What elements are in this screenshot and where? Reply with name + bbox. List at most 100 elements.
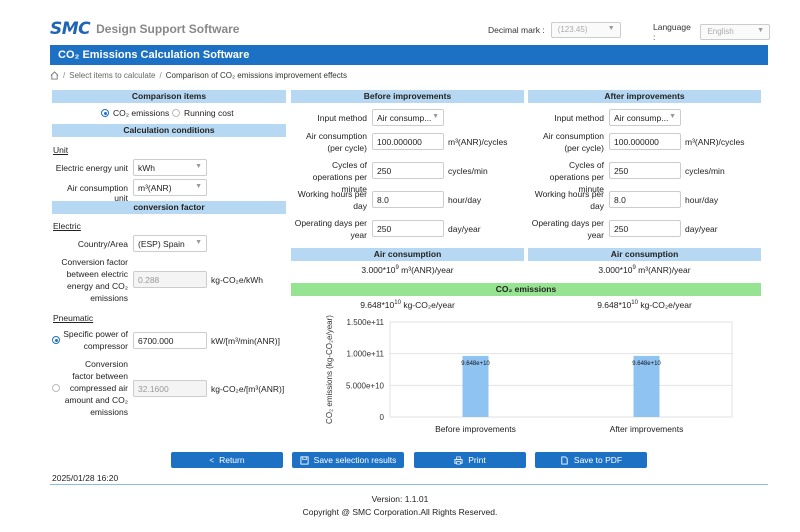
print-button-label: Print bbox=[468, 455, 486, 465]
air-consumption-unit-value: m³(ANR) bbox=[138, 183, 172, 193]
before-input-method-label: Input method bbox=[317, 113, 367, 123]
unit-title: Unit bbox=[53, 145, 69, 155]
co2-emissions-head: CO₂ emissions bbox=[291, 283, 761, 296]
after-cycles-unit: cycles/min bbox=[685, 166, 725, 176]
after-input-method-value: Air consump... bbox=[614, 113, 669, 123]
before-air-consumption-unit: m³(ANR)/cycles bbox=[448, 137, 508, 147]
chevron-down-icon: ▼ bbox=[607, 25, 615, 32]
after-air-consumption-input[interactable]: 100.000000 bbox=[609, 133, 681, 150]
conversion-electric-unit: kg-CO₂e/kWh bbox=[211, 275, 263, 285]
home-icon[interactable] bbox=[50, 71, 59, 80]
footer-divider bbox=[50, 484, 768, 485]
print-button[interactable]: Print bbox=[414, 452, 526, 468]
specific-power-radio[interactable] bbox=[52, 336, 60, 344]
decimal-mark-select[interactable]: (123.45) ▼ bbox=[550, 22, 621, 38]
chevron-down-icon: ▼ bbox=[757, 27, 764, 34]
breadcrumb-item-select[interactable]: Select items to calculate bbox=[69, 71, 156, 80]
before-hours-input[interactable]: 8.0 bbox=[372, 191, 444, 208]
y-axis-label: CO₂ emissions (kg-CO₂e/year) bbox=[325, 315, 334, 424]
save-selection-button-label: Save selection results bbox=[313, 455, 397, 465]
co2-radio[interactable] bbox=[101, 109, 109, 117]
before-co2-exponent: 10 bbox=[394, 300, 401, 307]
specific-power-unit: kW/[m³/min(ANR)] bbox=[211, 336, 280, 346]
bar-value-label: 9.648e+10 bbox=[461, 361, 490, 367]
before-improvements-head: Before improvements bbox=[291, 90, 524, 103]
language-label: Language : bbox=[653, 22, 691, 42]
after-co2-exponent: 10 bbox=[631, 300, 638, 307]
country-area-select[interactable]: (ESP) Spain ▼ bbox=[133, 235, 207, 252]
save-icon bbox=[300, 455, 309, 465]
conversion-air-radio[interactable] bbox=[52, 384, 60, 392]
comparison-items-head: Comparison items bbox=[52, 90, 286, 103]
before-air-result-unit: m³(ANR)/year bbox=[401, 265, 454, 275]
decimal-mark-value: (123.45) bbox=[557, 25, 588, 34]
conversion-electric-input[interactable]: 0.288 bbox=[133, 271, 207, 288]
after-hours-input[interactable]: 8.0 bbox=[609, 191, 681, 208]
after-air-result-unit: m³(ANR)/year bbox=[638, 265, 691, 275]
after-co2-unit: kg-CO₂e/year bbox=[640, 300, 692, 310]
chevron-down-icon: ▼ bbox=[195, 239, 202, 246]
before-input-method-value: Air consump... bbox=[377, 113, 432, 123]
x-tick-label: After improvements bbox=[610, 424, 684, 434]
before-cycles-label: Cycles of operations per minute bbox=[312, 160, 367, 194]
language-select[interactable]: English ▼ bbox=[700, 24, 770, 40]
y-tick-label: 1.000e+11 bbox=[347, 350, 385, 359]
conversion-air-unit: kg-CO₂e/[m³(ANR)] bbox=[211, 384, 285, 394]
bar-value-label: 9.648e+10 bbox=[632, 361, 661, 367]
country-area-label: Country/Area bbox=[77, 239, 128, 249]
before-air-consumption-label: Air consumption (per cycle) bbox=[306, 131, 367, 153]
after-cycles-input[interactable]: 250 bbox=[609, 162, 681, 179]
plot-frame bbox=[389, 321, 733, 418]
bar bbox=[462, 355, 489, 417]
before-input-method-select[interactable]: Air consump... ▼ bbox=[372, 109, 444, 126]
before-days-input[interactable]: 250 bbox=[372, 220, 444, 237]
before-co2-mantissa: 9.648*10 bbox=[360, 300, 395, 310]
after-input-method-label: Input method bbox=[554, 113, 604, 123]
before-cycles-unit: cycles/min bbox=[448, 166, 488, 176]
air-consumption-unit-label: Air consumption unit bbox=[67, 183, 128, 203]
after-days-unit: day/year bbox=[685, 224, 718, 234]
breadcrumb-current: Comparison of CO₂ emissions improvement … bbox=[165, 71, 347, 80]
after-hours-label: Working hours per day bbox=[534, 189, 604, 211]
before-air-consumption-input[interactable]: 100.000000 bbox=[372, 133, 444, 150]
decimal-mark-label: Decimal mark : bbox=[488, 25, 545, 35]
before-air-result-mantissa: 3.000*10 bbox=[361, 265, 396, 275]
co2-bar-chart: 0 5.000e+10 1.000e+11 1.500e+11 9.648e+10 Bef… bbox=[325, 315, 733, 434]
y-tick-label: 5.000e+10 bbox=[346, 381, 385, 390]
electric-energy-unit-select[interactable]: kWh ▼ bbox=[133, 159, 207, 176]
version-text: Version: 1.1.01 bbox=[371, 494, 429, 504]
return-button[interactable]: < Return bbox=[171, 452, 283, 468]
file-icon bbox=[561, 455, 568, 465]
copyright-text: Copyright @ SMC Corporation.All Rights R… bbox=[302, 507, 498, 517]
bar bbox=[633, 355, 660, 417]
before-air-result-exponent: 9 bbox=[395, 265, 399, 272]
save-pdf-button-label: Save to PDF bbox=[573, 455, 623, 465]
conversion-factor-head: conversion factor bbox=[52, 201, 286, 214]
after-air-consumption-label: Air consumption (per cycle) bbox=[543, 131, 604, 153]
chevron-down-icon: ▼ bbox=[195, 163, 202, 170]
air-consumption-unit-select[interactable]: m³(ANR) ▼ bbox=[133, 179, 207, 196]
smc-logo: SMC bbox=[50, 19, 91, 39]
after-co2-result: 9.648*1010 kg-CO₂e/year bbox=[528, 300, 761, 310]
electric-title: Electric bbox=[53, 221, 81, 231]
after-co2-mantissa: 9.648*10 bbox=[597, 300, 632, 310]
after-improvements-head: After improvements bbox=[528, 90, 761, 103]
after-days-input[interactable]: 250 bbox=[609, 220, 681, 237]
conversion-air-input[interactable]: 32.1600 bbox=[133, 380, 207, 397]
after-input-method-select[interactable]: Air consump... ▼ bbox=[609, 109, 681, 126]
before-hours-unit: hour/day bbox=[448, 195, 482, 205]
save-selection-button[interactable]: Save selection results bbox=[292, 452, 404, 468]
before-cycles-input[interactable]: 250 bbox=[372, 162, 444, 179]
before-hours-label: Working hours per day bbox=[297, 189, 367, 211]
after-days-label: Operating days per year bbox=[531, 218, 604, 240]
after-air-consumption-unit: m³(ANR)/cycles bbox=[685, 137, 745, 147]
specific-power-input[interactable]: 6700.000 bbox=[133, 332, 207, 349]
chevron-down-icon: ▼ bbox=[432, 113, 439, 120]
save-pdf-button[interactable]: Save to PDF bbox=[535, 452, 647, 468]
page-title: CO₂ Emissions Calculation Software bbox=[50, 45, 768, 65]
after-hours-unit: hour/day bbox=[685, 195, 719, 205]
before-co2-unit: kg-CO₂e/year bbox=[403, 300, 455, 310]
running-cost-radio[interactable] bbox=[172, 109, 180, 117]
conversion-air-label: Conversion factor between compressed air… bbox=[64, 359, 128, 417]
calculation-conditions-head: Calculation conditions bbox=[52, 124, 286, 137]
